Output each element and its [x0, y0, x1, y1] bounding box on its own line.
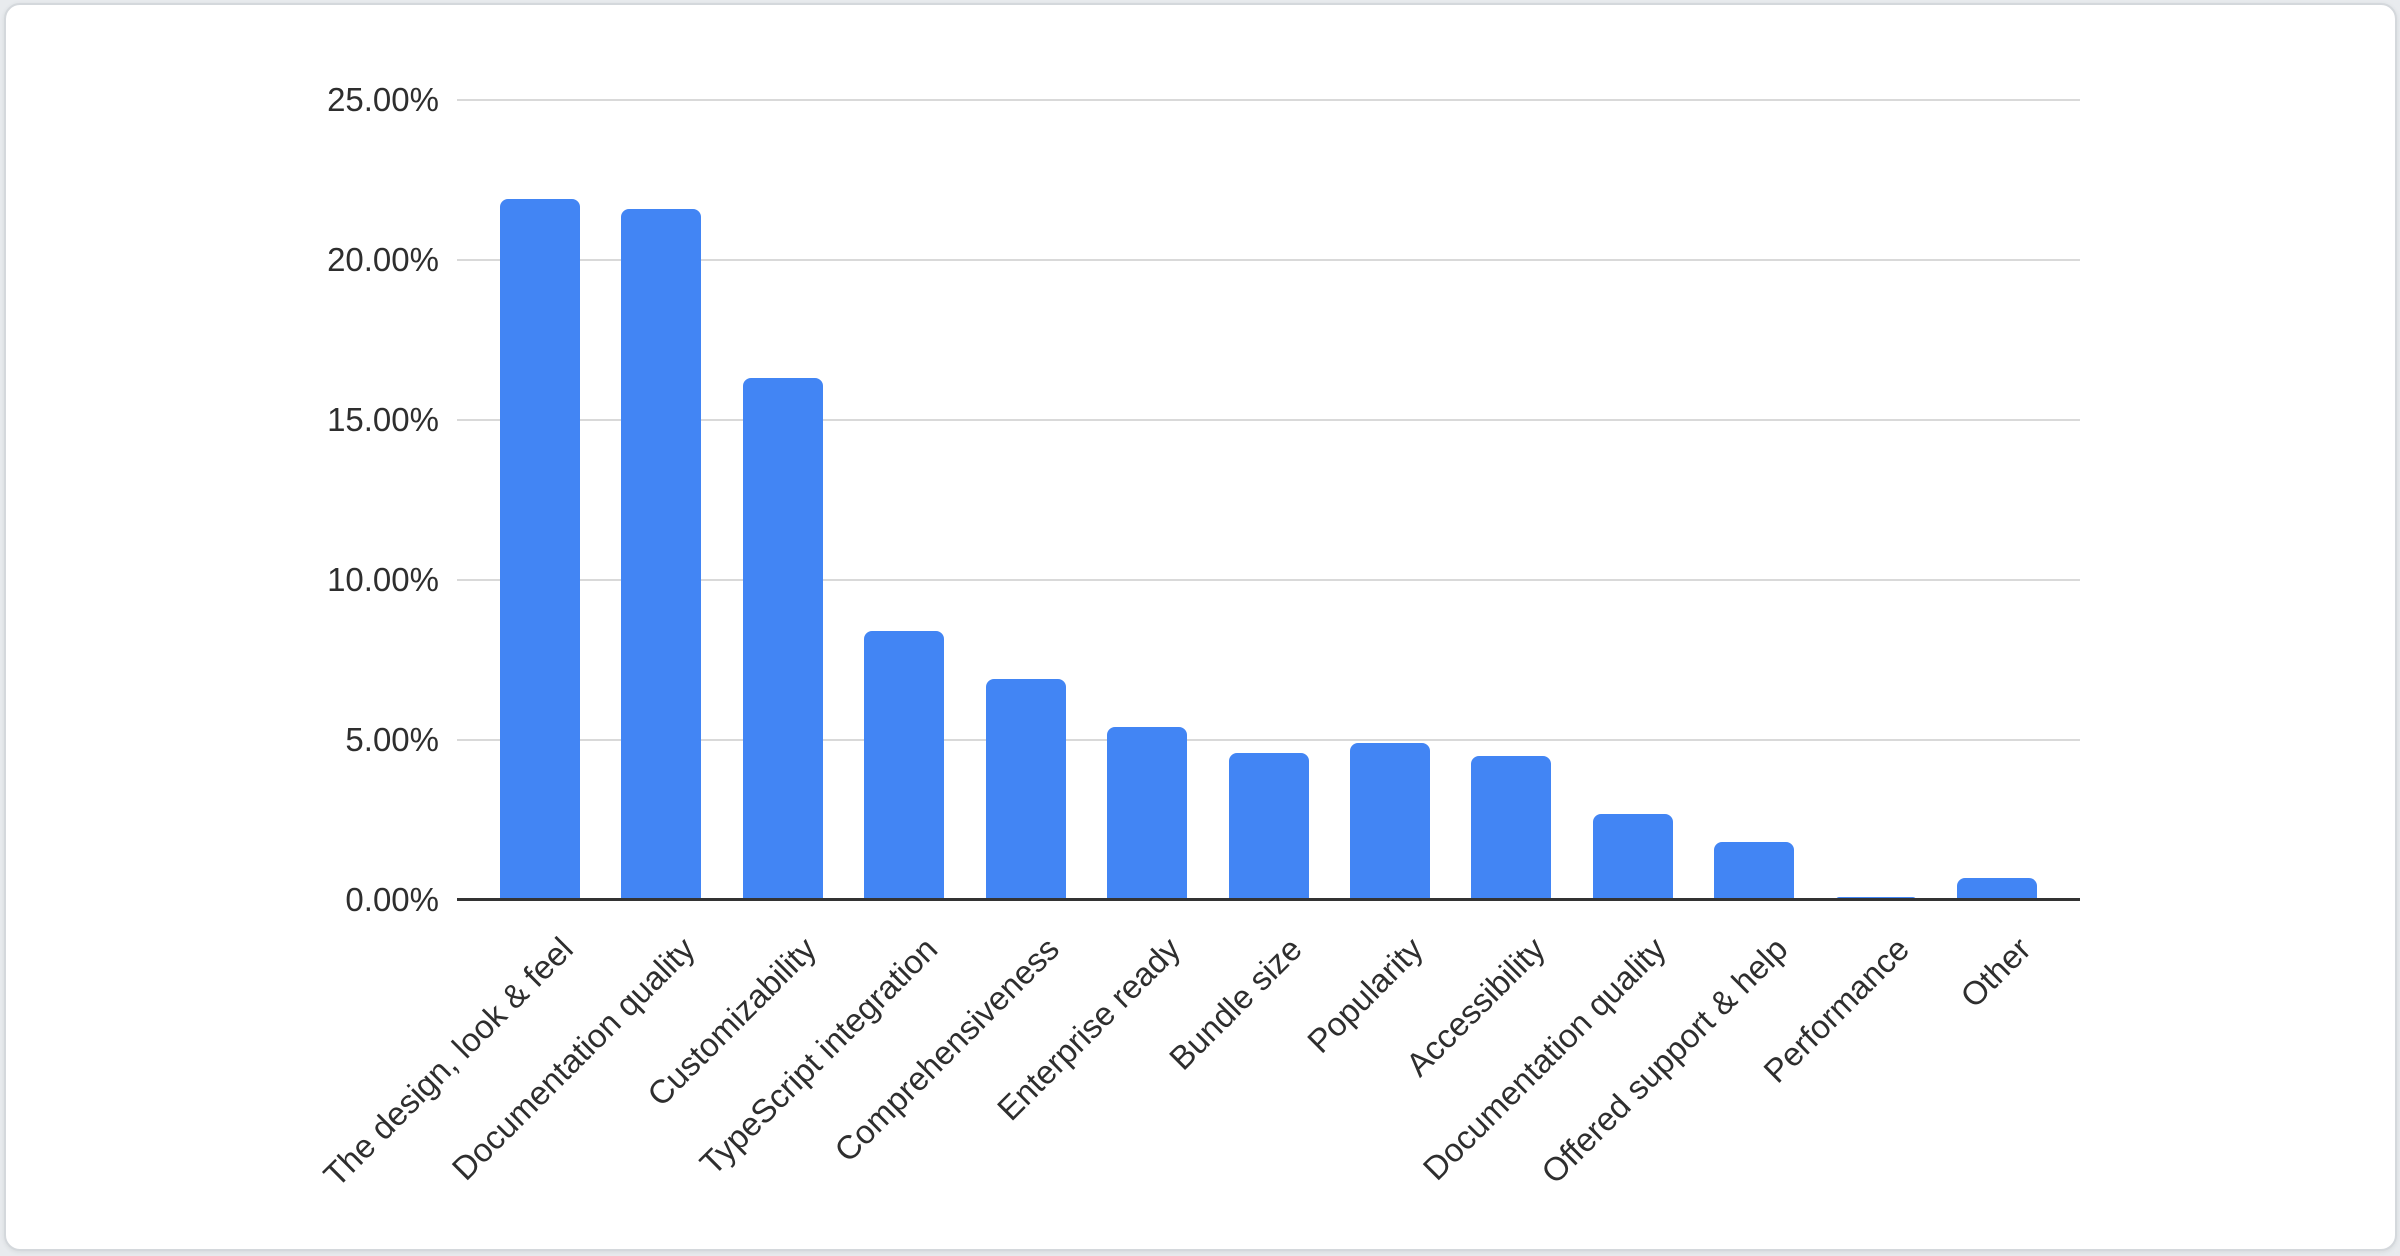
x-axis-category-label: Popularity	[1300, 930, 1431, 1060]
y-axis: 25.00% 20.00% 15.00% 10.00% 5.00% 0.00%	[6, 81, 439, 918]
bar	[1349, 743, 1430, 900]
bar	[1957, 877, 2038, 900]
gridline	[457, 419, 2080, 421]
x-axis-category-label: Documentation quality	[1415, 930, 1674, 1188]
y-axis-tick-label: 0.00%	[345, 881, 439, 918]
x-axis-category-label: The design, look & feel	[316, 930, 580, 1194]
bars-layer	[457, 100, 2080, 900]
x-axis-category-label: TypeScript integration	[692, 930, 945, 1182]
x-axis-category-label: Offered support & help	[1533, 930, 1795, 1191]
x-axis: The design, look & feel Documentation qua…	[316, 913, 2080, 1249]
gridline	[457, 259, 2080, 261]
gridline	[457, 579, 2080, 581]
bar	[742, 378, 823, 900]
plot-area	[457, 99, 2080, 901]
chart-card: 25.00% 20.00% 15.00% 10.00% 5.00% 0.00% The d…	[4, 3, 2397, 1251]
y-axis-tick-label: 10.00%	[327, 561, 439, 598]
x-axis-line	[457, 898, 2080, 901]
gridline	[457, 99, 2080, 101]
bar	[1714, 842, 1795, 900]
y-axis-tick-label: 25.00%	[327, 81, 439, 118]
gridline	[457, 739, 2080, 741]
x-axis-category-label: Other	[1952, 930, 2038, 1015]
x-axis-category-label: Comprehensiveness	[826, 930, 1066, 1169]
bar	[1107, 727, 1188, 900]
bar	[1592, 813, 1673, 900]
bar	[864, 631, 945, 900]
y-axis-tick-label: 20.00%	[327, 241, 439, 278]
x-axis-category-label: Documentation quality	[444, 930, 702, 1188]
bar	[1471, 756, 1552, 900]
bar	[1228, 752, 1309, 900]
bar	[985, 679, 1066, 900]
y-axis-tick-label: 15.00%	[327, 401, 439, 438]
y-axis-tick-label: 5.00%	[345, 721, 439, 758]
bar	[499, 199, 580, 900]
bar	[621, 208, 702, 900]
